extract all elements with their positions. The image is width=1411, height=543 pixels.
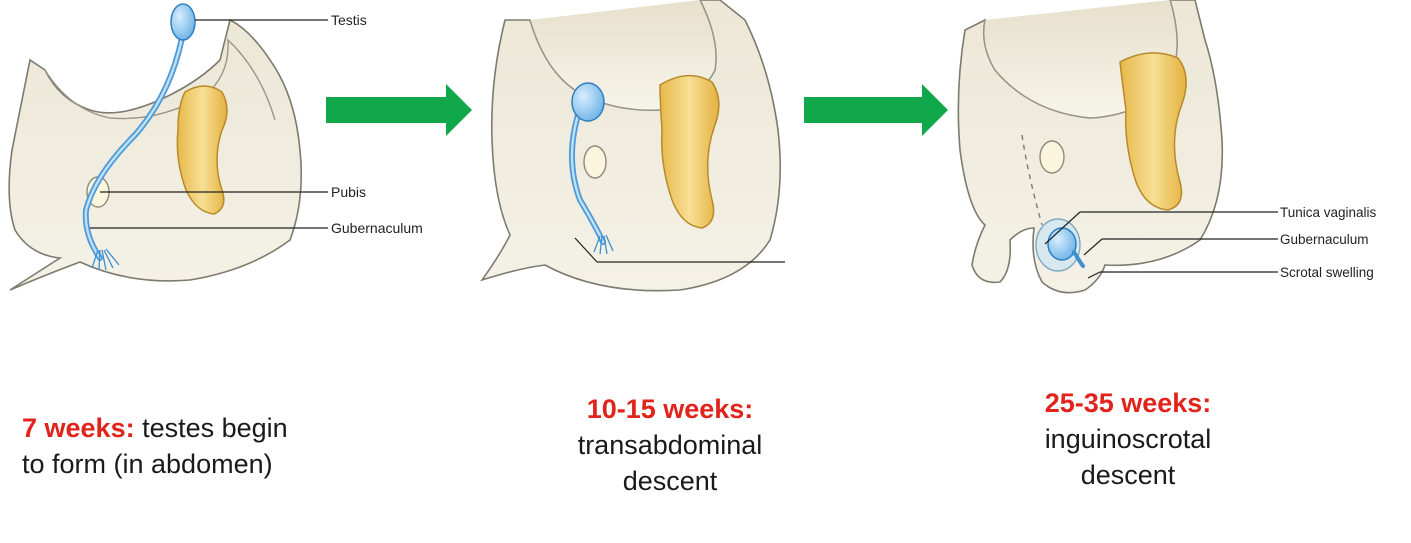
gubernaculum-fan [593, 234, 614, 255]
pelvic-bone [659, 75, 720, 229]
stage-3-line2: descent [1080, 460, 1176, 490]
label-gubernaculum: Gubernaculum [1280, 232, 1369, 247]
stage-2-weeks: 10-15 weeks: [586, 394, 754, 424]
panel-7-weeks: Testis Pubis Gubernaculum [8, 3, 423, 291]
label-testis: Testis [331, 12, 367, 28]
stage-2-line2: descent [622, 466, 718, 496]
pubis [583, 145, 607, 179]
panel-10-15-weeks [479, 0, 785, 292]
testis [170, 3, 196, 41]
stage-2-line1: transabdominal [577, 430, 763, 460]
label-pubis: Pubis [331, 184, 366, 200]
pubis [1039, 140, 1065, 174]
pelvic-bone [1119, 52, 1187, 211]
body-outline [8, 18, 302, 291]
label-gubernaculum: Gubernaculum [331, 220, 423, 236]
stage-1-line1: testes begin [142, 413, 288, 443]
label-tunica-vaginalis: Tunica vaginalis [1280, 205, 1377, 220]
caption-stage-3: 25-35 weeks: inguinoscrotal descent [978, 385, 1278, 493]
testis [1047, 227, 1077, 261]
caption-stage-1: 7 weeks: testes begin to form (in abdome… [22, 410, 288, 482]
stage-1-weeks: 7 weeks: [22, 413, 135, 443]
stage-1-line2: to form (in abdomen) [22, 449, 273, 479]
gubernaculum-fan [91, 248, 120, 271]
gubernaculum [1072, 250, 1085, 268]
arrow-right-2 [804, 84, 948, 136]
pelvic-bone [176, 85, 228, 215]
processus-vaginalis-remnant [1021, 134, 1043, 226]
panel-25-35-weeks: Tunica vaginalis Gubernaculum Scrotal sw… [957, 0, 1377, 294]
caption-stage-2: 10-15 weeks: transabdominal descent [520, 391, 820, 499]
stage-3-line1: inguinoscrotal [1044, 424, 1212, 454]
stage-3-weeks: 25-35 weeks: [1044, 388, 1212, 418]
arrow-right-1 [326, 84, 472, 136]
testis [571, 82, 605, 122]
label-scrotal-swelling: Scrotal swelling [1280, 265, 1374, 280]
